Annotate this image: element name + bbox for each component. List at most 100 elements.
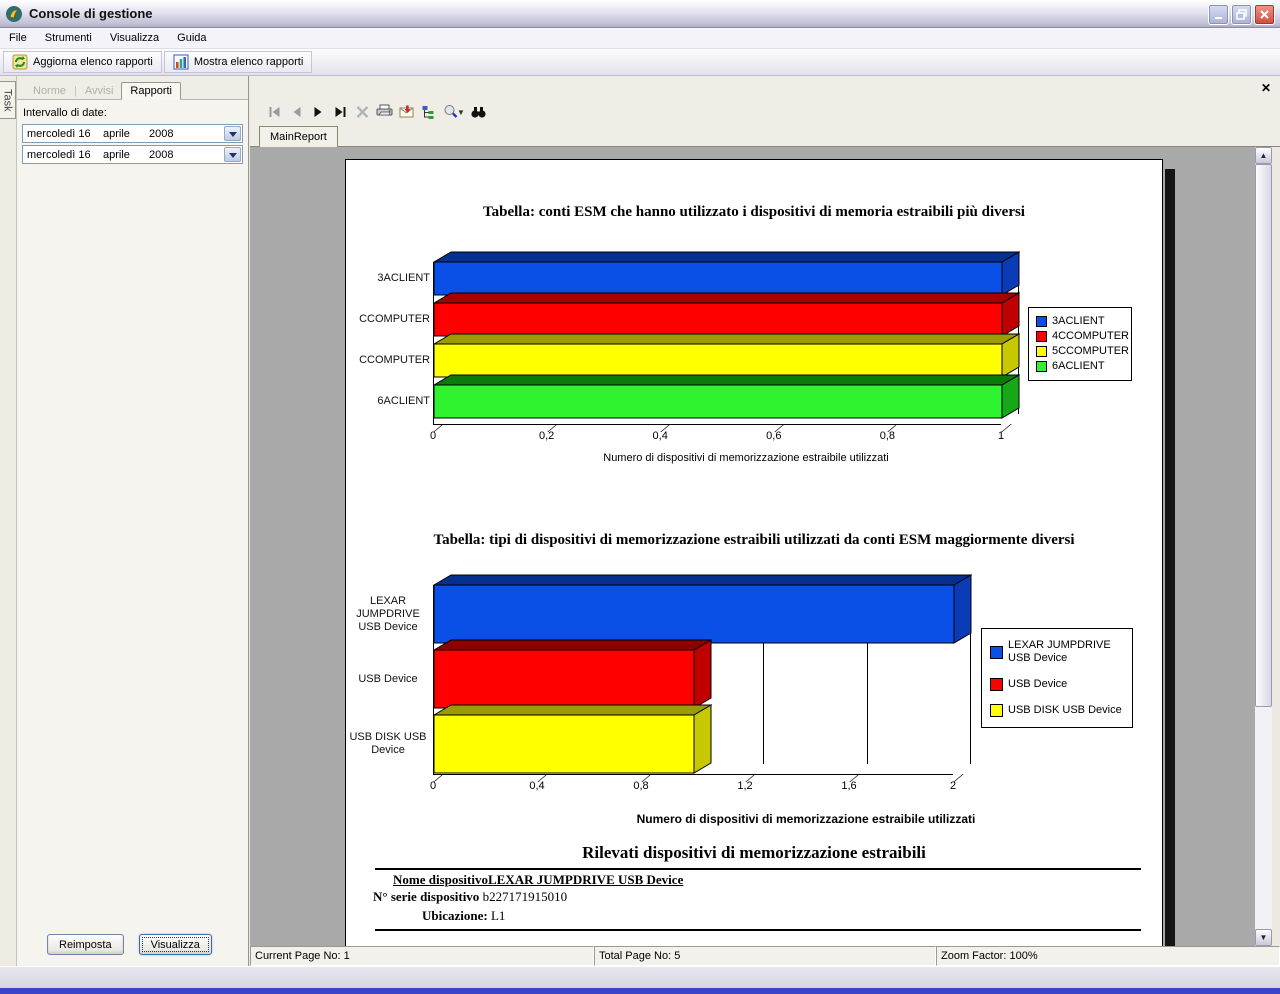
previous-page-icon xyxy=(293,107,300,117)
scrollbar-thumb[interactable] xyxy=(1255,164,1272,708)
chart1-plot: 3ACLIENT CCOMPUTER CCOMPUTER 6ACLIENT xyxy=(359,251,1020,432)
next-page-icon xyxy=(314,107,321,117)
x-tick-label: 0,8 xyxy=(879,430,896,442)
category-label: CCOMPUTER xyxy=(359,313,430,325)
chart1-title: Tabella: conti ESM che hanno utilizzato … xyxy=(483,204,1025,220)
device-name-label: Nome dispositivo xyxy=(393,872,488,887)
x-tick-label: 0 xyxy=(429,430,437,442)
cancel-icon xyxy=(356,106,368,118)
reset-button[interactable]: Reimposta xyxy=(47,934,124,955)
menubar: File Strumenti Visualizza Guida xyxy=(0,28,1280,49)
print-button[interactable] xyxy=(373,102,395,122)
x-tick-label: 0,2 xyxy=(538,430,555,442)
first-page-button[interactable] xyxy=(263,102,285,122)
taskbar-edge xyxy=(0,988,1280,994)
zoom-caret-icon[interactable]: ▼ xyxy=(457,107,465,117)
x-tick-label: 1,2 xyxy=(737,780,753,792)
minimize-button[interactable] xyxy=(1208,4,1229,25)
scroll-down-icon[interactable]: ▼ xyxy=(1255,929,1272,946)
view-button[interactable]: Visualizza xyxy=(138,934,212,955)
date-from-weekday: mercoledì 16 xyxy=(27,127,91,140)
titlebar: Console di gestione xyxy=(0,0,1280,28)
report-pane: ✕ xyxy=(250,76,1280,966)
category-label: LEXAR JUMPDRIVE USB Device xyxy=(356,594,420,633)
gridline xyxy=(867,575,868,764)
legend-swatch xyxy=(990,678,1003,691)
refresh-icon xyxy=(12,54,28,70)
legend-swatch xyxy=(1036,331,1047,342)
date-range-label: Intervallo di date: xyxy=(23,107,107,119)
category-label: USB DISK USB Device xyxy=(349,731,427,756)
report-viewport: Tabella: conti ESM che hanno utilizzato … xyxy=(250,147,1280,946)
device-name-value: LEXAR JUMPDRIVE USB Device xyxy=(487,872,684,887)
close-button[interactable] xyxy=(1254,4,1275,25)
date-from-picker[interactable]: mercoledì 16 aprile 2008 xyxy=(22,124,243,143)
tab-norme[interactable]: Norme xyxy=(33,85,67,97)
date-to-picker[interactable]: mercoledì 16 aprile 2008 xyxy=(22,145,243,164)
legend-item: LEXAR JUMPDRIVE USB Device xyxy=(990,639,1124,665)
report-tab-row: MainReport xyxy=(250,126,1280,147)
find-button[interactable] xyxy=(467,102,489,122)
plot-back-edge xyxy=(970,575,971,764)
previous-page-button[interactable] xyxy=(285,102,307,122)
minimize-icon xyxy=(1214,16,1222,19)
legend-label: USB Device xyxy=(1008,678,1068,690)
vertical-scrollbar[interactable]: ▲ ▼ xyxy=(1255,147,1272,946)
menu-strumenti[interactable]: Strumenti xyxy=(44,32,92,44)
location-value: L1 xyxy=(487,908,506,923)
category-label: 6ACLIENT xyxy=(377,395,430,407)
detail-section-heading: Rilevati dispositivi di memorizzazione e… xyxy=(582,843,926,862)
bar-usb-device xyxy=(433,639,712,709)
restore-button[interactable] xyxy=(1231,4,1252,25)
tab-rapporti[interactable]: Rapporti xyxy=(121,82,181,100)
date-to-dropdown-icon[interactable] xyxy=(224,147,241,162)
serial-value: b227171915010 xyxy=(479,889,568,904)
menu-visualizza[interactable]: Visualizza xyxy=(109,32,160,44)
date-to-weekday: mercoledì 16 xyxy=(27,148,91,161)
bar-usb-disk-usb-device xyxy=(433,704,712,774)
last-page-icon xyxy=(335,107,345,117)
toggle-group-tree-button[interactable] xyxy=(417,102,439,122)
report-page: Tabella: conti ESM che hanno utilizzato … xyxy=(345,159,1163,946)
legend-item: 5CCOMPUTER xyxy=(1036,344,1129,359)
x-tick-label: 0 xyxy=(429,780,437,792)
task-vertical-tab[interactable]: Task xyxy=(0,81,16,119)
legend-item: 3ACLIENT xyxy=(1036,314,1124,329)
main-area: Task Norme | Avvisi Rapporti Intervallo di… xyxy=(0,76,1280,966)
legend-swatch xyxy=(990,645,1003,659)
export-button[interactable] xyxy=(395,102,417,122)
date-from-dropdown-icon[interactable] xyxy=(224,126,241,141)
main-report-tab[interactable]: MainReport xyxy=(259,126,338,147)
first-page-icon xyxy=(269,107,279,117)
window-bottom-strip xyxy=(0,966,1280,988)
menu-file[interactable]: File xyxy=(9,32,27,44)
scroll-up-icon[interactable]: ▲ xyxy=(1255,147,1272,164)
page-shadow xyxy=(1165,169,1175,946)
viewer-toolbar: ▼ xyxy=(250,98,1280,126)
category-label: USB Device xyxy=(358,672,418,685)
report-chart-icon xyxy=(173,54,189,70)
show-reports-label: Mostra elenco rapporti xyxy=(193,56,304,68)
legend-item: 6ACLIENT xyxy=(1036,359,1124,374)
next-page-button[interactable] xyxy=(307,102,329,122)
find-icon xyxy=(470,107,486,118)
cancel-button[interactable] xyxy=(351,102,373,122)
date-from-month: aprile xyxy=(103,127,130,140)
menu-guida[interactable]: Guida xyxy=(177,32,207,44)
tab-avvisi[interactable]: Avvisi xyxy=(84,85,114,97)
chart2-plot: LEXAR JUMPDRIVE USB Device USB Device USB … xyxy=(349,574,972,782)
legend-item: USB Device xyxy=(990,678,1124,691)
refresh-reports-button[interactable]: Aggiorna elenco rapporti xyxy=(3,51,162,73)
legend-label: LEXAR JUMPDRIVE USB Device xyxy=(1008,639,1111,664)
legend-label: 5CCOMPUTER xyxy=(1052,345,1130,357)
window-right-edge xyxy=(1272,147,1280,946)
chart2-legend: LEXAR JUMPDRIVE USB Device USB Device USB … xyxy=(981,628,1133,728)
divider-line xyxy=(375,929,1141,931)
pane-close-icon[interactable]: ✕ xyxy=(1260,81,1272,95)
task-tab-label: Task xyxy=(1,88,14,112)
zoom-button[interactable] xyxy=(439,102,461,122)
chart2-x-axis-label: Numero di dispositivi di memorizzazione … xyxy=(636,812,976,826)
last-page-button[interactable] xyxy=(329,102,351,122)
tab-separator: | xyxy=(74,85,77,97)
show-reports-button[interactable]: Mostra elenco rapporti xyxy=(163,51,313,73)
